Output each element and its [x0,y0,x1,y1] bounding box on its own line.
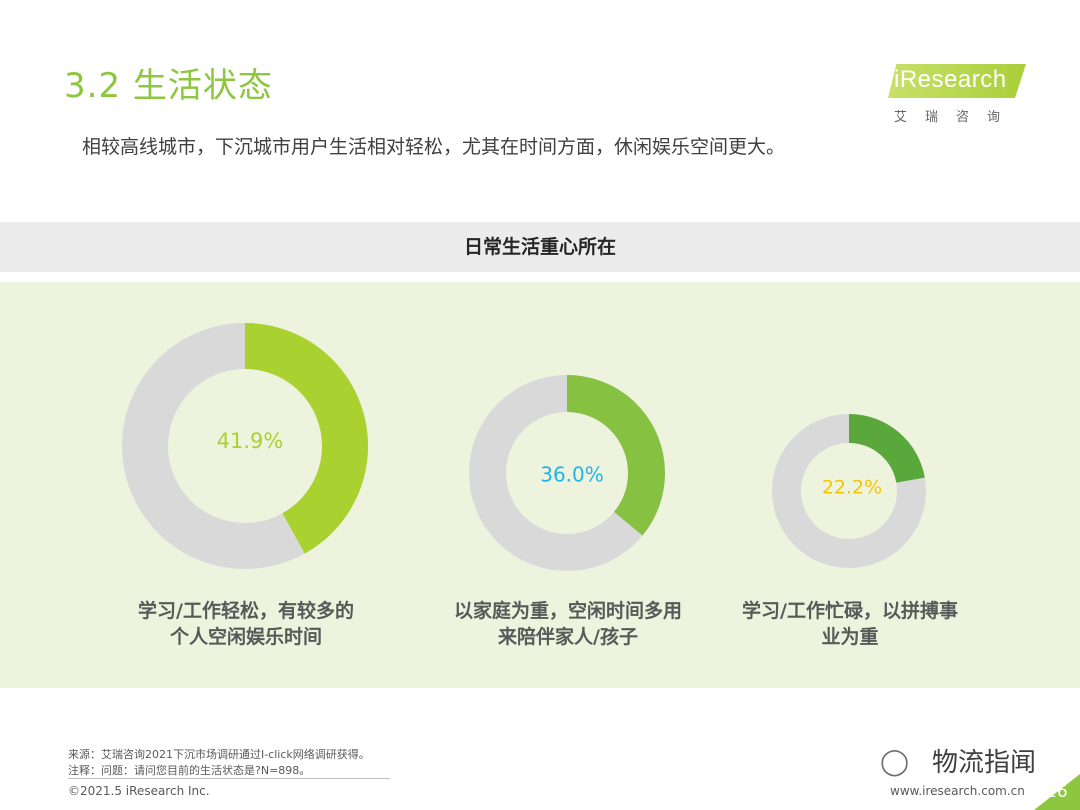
donut-2-value-slice [469,375,665,571]
watermark-text: 物流指闻 [932,748,1037,778]
donut-1-value-label: 41.9% [217,429,284,453]
caption-2-line-1: 以家庭为重，空闲时间多用 [453,600,682,622]
footer-note: 注释：问题：请问您目前的生活状态是?N=898。 [68,764,311,777]
wechat-icon: ◯ [880,747,910,777]
page-title: 3.2 生活状态 [64,66,273,106]
chart-title-band: 日常生活重心所在 [0,222,1080,272]
footer-source: 来源：艾瑞咨询2021下沉市场调研通过I-click网络调研获得。 [68,748,370,761]
logo-banner [888,64,1026,98]
donut-2-value-label: 36.0% [540,463,604,487]
caption-3: 学习/工作忙碌，以拼搏事 业为重 [710,598,990,650]
caption-3-line-1: 学习/工作忙碌，以拼搏事 [742,600,958,622]
footer-website: www.iresearch.com.cn [890,784,1025,798]
logo-brand-text: iResearch [894,66,1007,93]
caption-1-line-2: 个人空闲娱乐时间 [169,626,322,648]
footer-copyright: ©2021.5 iResearch Inc. [68,784,210,798]
donut-3-value-label: 22.2% [822,477,882,499]
caption-2: 以家庭为重，空闲时间多用 来陪伴家人/孩子 [418,598,718,650]
chart-title: 日常生活重心所在 [463,236,616,258]
caption-3-line-2: 业为重 [821,626,879,648]
donut-1-value-slice [122,323,368,569]
logo-cn-text: 艾瑞咨询 [894,110,1019,125]
donut-3-value-slice [772,414,926,568]
watermark: ◯ 物流指闻 [880,742,1050,782]
footer-divider [68,778,390,779]
page-subtitle: 相较高线城市，下沉城市用户生活相对轻松，尤其在时间方面，休闲娱乐空间更大。 [82,136,786,158]
page-number: 16 [1046,782,1068,802]
caption-1: 学习/工作轻松，有较多的 个人空闲娱乐时间 [96,598,396,650]
iresearch-logo: iResearch 艾瑞咨询 [888,56,1038,126]
caption-2-line-2: 来陪伴家人/孩子 [498,626,638,648]
caption-1-line-1: 学习/工作轻松，有较多的 [138,600,354,622]
